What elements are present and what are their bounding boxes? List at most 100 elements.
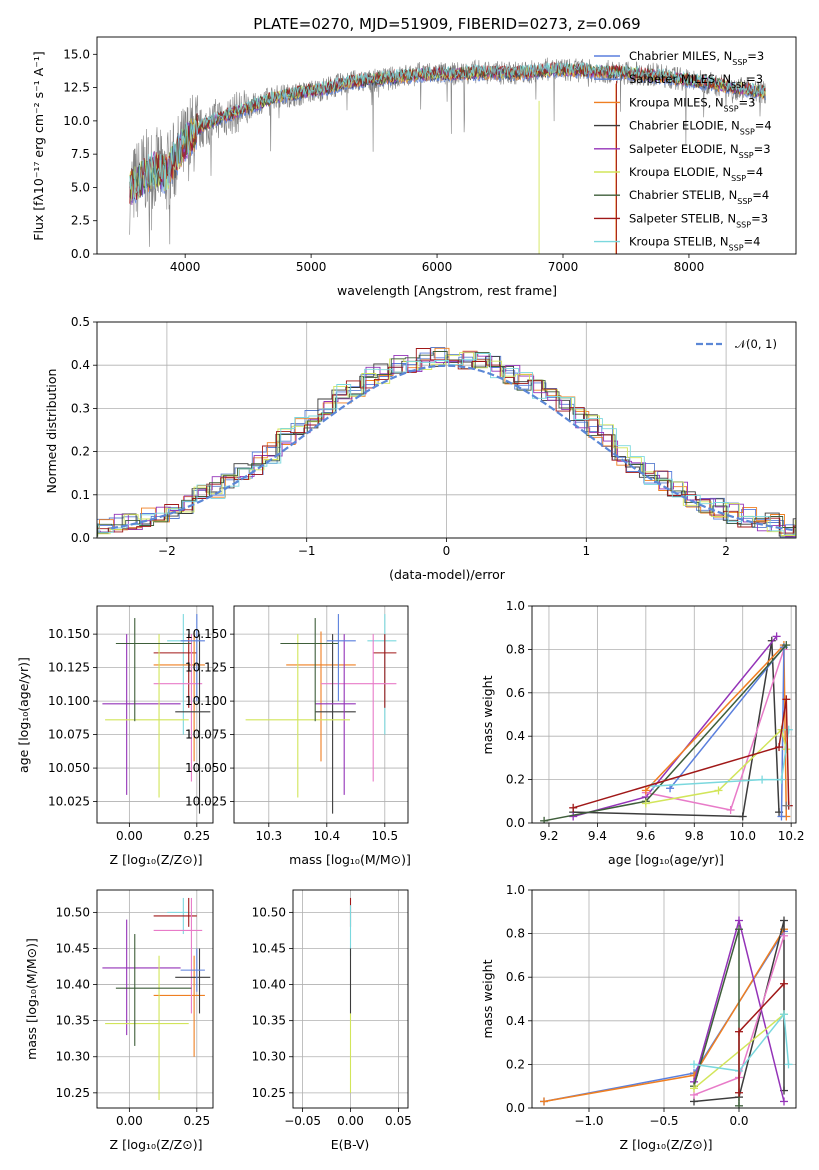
spectrum-legend: Chabrier MILES, NSSP=3 Salpeter MILES, NS…	[594, 49, 772, 252]
axes-frame	[96, 889, 214, 1109]
y-tick-label: 0.2	[506, 773, 525, 787]
y-tick-label: 10.050	[185, 761, 227, 775]
axes-frame	[531, 605, 797, 824]
y-tick-label: 10.125	[48, 661, 90, 675]
y-tick-label: 7.5	[71, 147, 90, 161]
y-tick-label: 10.25	[56, 1086, 90, 1100]
x-tick-label: 0.00	[116, 829, 143, 843]
x-tick-label: 9.6	[636, 829, 655, 843]
y-tick-label: 10.40	[56, 978, 90, 992]
x-tick-label: 8000	[674, 260, 705, 274]
mass-vs-ebv-xlabel: E(B-V)	[331, 1137, 370, 1152]
y-tick-label: 10.30	[252, 1050, 286, 1064]
gaussian-curve	[110, 364, 796, 532]
mass-vs-z-xlabel: Z [log₁₀(Z/Z⊙)]	[110, 1137, 203, 1152]
y-tick-label: 0.4	[506, 1014, 525, 1028]
residuals-ylabel: Normed distribution	[44, 369, 59, 494]
residuals-panel: −2 −1 0 1 2 0.0 0.1 0.2 0.3 0.4 0.5	[71, 315, 797, 558]
weight-vs-age-panel: 9.2 9.4 9.6 9.8 10.0 10.2 0.0 0.2 0.4 0.6 0.8 1.0	[506, 599, 805, 843]
y-tick-label: 0.6	[506, 970, 525, 984]
weight-line	[693, 1012, 790, 1072]
x-tick-label: 10.3	[255, 829, 282, 843]
weight-vs-z-xlabel: Z [log₁₀(Z/Z⊙)]	[620, 1137, 713, 1152]
y-tick-label: 10.35	[252, 1014, 286, 1028]
mass-vs-z-panel: 0.00 0.25 10.25 10.30 10.35 10.40 10.45 10.50	[56, 889, 214, 1128]
axes-frame	[96, 605, 214, 824]
y-tick-label: 0.0	[506, 816, 525, 830]
x-tick-label: −1.0	[574, 1114, 603, 1128]
x-tick-label: 0.25	[183, 829, 210, 843]
legend-label: Kroupa ELODIE, NSSP=4	[629, 165, 763, 183]
x-tick-label: 0.0	[729, 1114, 748, 1128]
spectrum-xlabel: wavelength [Angstrom, rest frame]	[337, 283, 557, 298]
x-tick-label: 0.00	[337, 1114, 364, 1128]
y-tick-label: 10.025	[48, 795, 90, 809]
spectrum-title: PLATE=0270, MJD=51909, FIBERID=0273, z=0…	[253, 15, 640, 33]
y-tick-label: 10.50	[252, 905, 286, 919]
y-tick-label: 0.0	[506, 1101, 525, 1115]
y-tick-label: 1.0	[506, 883, 525, 897]
y-tick-label: 15.0	[63, 47, 90, 61]
y-tick-label: 10.100	[185, 694, 227, 708]
mass-vs-z-ylabel: mass [log₁₀(M/M⊙)]	[24, 938, 39, 1060]
y-tick-label: 10.45	[56, 941, 90, 955]
x-tick-label: 0.25	[183, 1114, 210, 1128]
y-tick-label: 10.125	[185, 661, 227, 675]
weight-line	[645, 728, 788, 805]
errorbar-plot-area	[102, 897, 211, 1101]
weight-plot-area	[540, 632, 793, 823]
y-tick-label: 0.4	[71, 358, 90, 372]
y-tick-label: 0.8	[506, 927, 525, 941]
age-vs-mass-xlabel: mass [log₁₀(M/M⊙)]	[289, 852, 411, 867]
x-tick-label: 9.4	[588, 829, 607, 843]
model-spectrum-line	[129, 61, 766, 201]
x-tick-label: −0.05	[284, 1114, 321, 1128]
x-tick-label: 5000	[296, 260, 327, 274]
legend-label: Chabrier ELODIE, NSSP=4	[629, 119, 772, 137]
y-tick-label: 1.0	[506, 599, 525, 613]
y-tick-label: 5.0	[71, 180, 90, 194]
spectrum-plot-area	[129, 57, 766, 254]
axes-frame	[292, 889, 409, 1109]
residual-histogram	[97, 351, 796, 538]
y-tick-label: 10.150	[48, 627, 90, 641]
weight-vs-z-ylabel: mass weight	[480, 959, 495, 1038]
residual-histogram	[97, 353, 796, 535]
legend-label: Salpeter MILES, NSSP=3	[629, 72, 763, 90]
x-tick-label: 10.0	[729, 829, 756, 843]
age-vs-z-xlabel: Z [log₁₀(Z/Z⊙)]	[110, 852, 203, 867]
legend-label: Chabrier MILES, NSSP=3	[629, 49, 764, 67]
y-tick-label: 0.6	[506, 686, 525, 700]
legend-label: Salpeter STELIB, NSSP=3	[629, 211, 768, 229]
y-tick-label: 0.3	[71, 401, 90, 415]
weight-plot-area	[540, 916, 793, 1108]
y-tick-label: 10.150	[185, 627, 227, 641]
errorbar-plot-area	[102, 614, 211, 814]
y-tick-label: 10.0	[63, 114, 90, 128]
residuals-plot-area	[97, 347, 796, 538]
x-tick-label: −0.5	[649, 1114, 678, 1128]
x-tick-label: 7000	[548, 260, 579, 274]
y-tick-label: 10.45	[252, 941, 286, 955]
x-tick-label: 2	[722, 544, 730, 558]
x-tick-label: −2	[158, 544, 176, 558]
weight-line	[572, 699, 790, 809]
residual-histogram	[97, 348, 796, 534]
residual-histogram	[97, 352, 796, 536]
legend-label: Kroupa STELIB, NSSP=4	[629, 235, 760, 253]
x-tick-label: 9.2	[539, 829, 558, 843]
residual-histogram	[97, 351, 796, 537]
mass-vs-ebv-panel: −0.05 0.00 0.05 10.25 10.30 10.35 10.40 10.45 10…	[252, 889, 412, 1128]
residuals-legend: 𝒩(0, 1)	[696, 337, 777, 351]
age-vs-z-ylabel: age [log₁₀(age/yr)]	[16, 657, 31, 773]
y-tick-label: 0.8	[506, 642, 525, 656]
axes-frame	[96, 321, 797, 539]
axes-frame	[233, 605, 409, 824]
x-tick-label: 1	[582, 544, 590, 558]
spectrum-ylabel: Flux [fλ10⁻¹⁷ erg cm⁻² s⁻¹ A⁻¹]	[31, 51, 46, 240]
x-tick-label: 10.2	[778, 829, 805, 843]
spectrum-panel: 4000 5000 6000 7000 8000 0.0 2.5 5.0 7.5 10.0 12.5…	[63, 36, 797, 274]
weight-vs-age-ylabel: mass weight	[480, 675, 495, 754]
y-tick-label: 0.5	[71, 315, 90, 329]
